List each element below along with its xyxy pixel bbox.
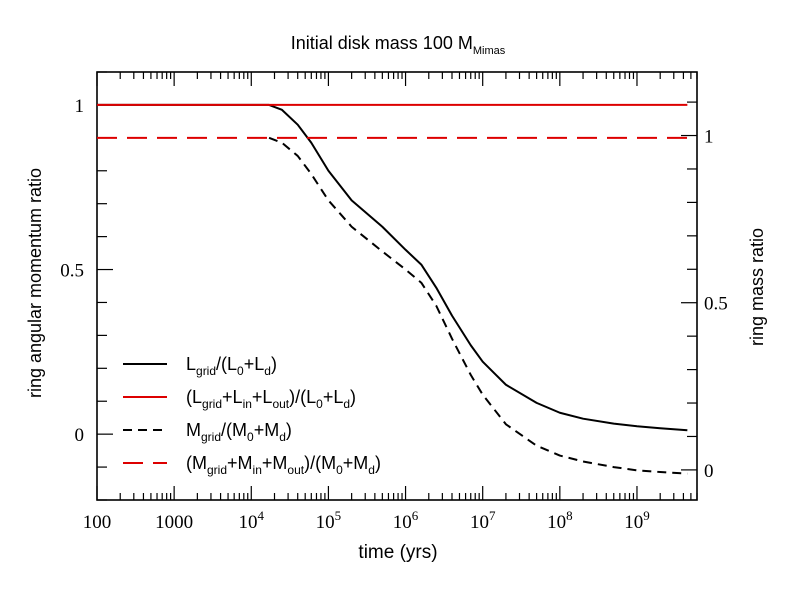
chart-title-main: Initial disk mass 100 M [291,33,473,53]
chart-title-subscript: Mimas [473,45,506,57]
x-tick-label: 109 [624,508,650,533]
x-tick-label: 108 [547,508,573,533]
x-tick-label: 106 [393,508,419,533]
x-tick-label: 1000 [155,512,193,533]
chart-title: Initial disk mass 100 MMimas [291,33,506,57]
right-y-tick-label: 1 [704,127,714,148]
legend-label-2: (Lgrid+Lin+Lout)/(L0+Ld) [186,387,356,411]
series-lines [97,103,688,475]
legend-label-1: Lgrid/(L0+Ld) [186,354,277,378]
plot-frame [96,71,698,501]
legend-label-3: Mgrid/(M0+Md) [186,420,292,444]
right-y-axis-label: ring mass ratio [747,228,767,346]
left-y-axis-label: ring angular momentum ratio [25,168,45,398]
axis-ticks: 100 1000 104 105 106 107 108 109 0 0.5 1 0 0.5 1 [60,71,728,533]
left-y-tick-label: 1 [75,96,85,117]
right-y-tick-label: 0 [704,461,714,482]
series-line-1 [97,103,688,432]
x-tick-label: 104 [239,508,265,533]
x-tick-label: 100 [83,512,112,533]
x-axis-label: time (yrs) [358,542,437,563]
left-y-tick-label: 0 [75,425,85,446]
x-tick-label: 107 [470,508,496,533]
legend-label-4: (Mgrid+Min+Mout)/(M0+Md) [186,453,381,477]
left-y-tick-label: 0.5 [60,261,84,282]
x-tick-label: 105 [316,508,342,533]
legend: Lgrid/(L0+Ld) (Lgrid+Lin+Lout)/(L0+Ld) Mgr… [123,354,381,477]
plot-border [96,71,698,501]
right-y-tick-label: 0.5 [704,294,728,315]
series-line-3 [268,136,688,475]
